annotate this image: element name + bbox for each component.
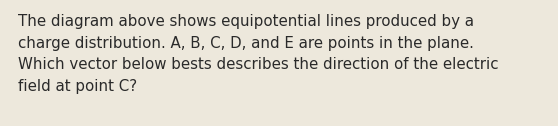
Text: The diagram above shows equipotential lines produced by a
charge distribution. A: The diagram above shows equipotential li…	[18, 14, 498, 94]
